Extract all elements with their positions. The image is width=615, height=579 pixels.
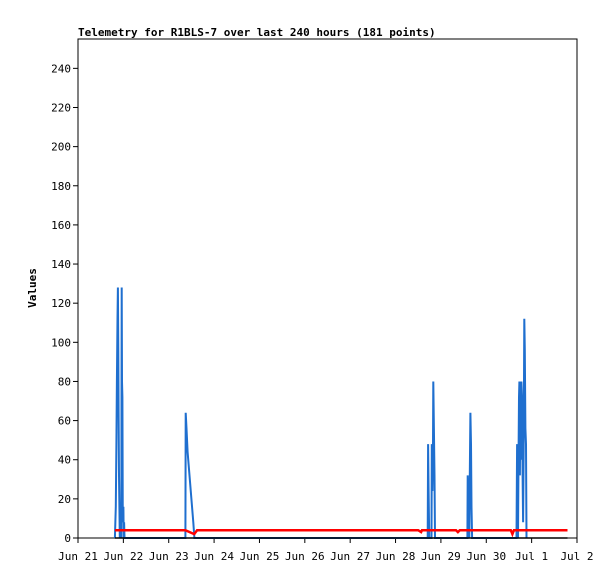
x-tick-label: Jun 30: [466, 550, 506, 563]
y-tick-label: 120: [51, 297, 71, 310]
x-tick-label: Jun 22: [103, 550, 143, 563]
y-axis-label: Values: [26, 268, 39, 308]
y-tick-label: 240: [51, 62, 71, 75]
y-tick-label: 140: [51, 258, 71, 271]
x-tick-label: Jun 28: [376, 550, 416, 563]
x-tick-label: Jun 21: [58, 550, 98, 563]
x-tick-label: Jun 26: [285, 550, 325, 563]
y-tick-label: 220: [51, 101, 71, 114]
x-tick-label: Jun 25: [240, 550, 280, 563]
x-tick-label: Jun 24: [194, 550, 234, 563]
y-tick-label: 160: [51, 219, 71, 232]
x-tick-label: Jun 23: [149, 550, 189, 563]
y-tick-label: 180: [51, 180, 71, 193]
y-tick-label: 100: [51, 336, 71, 349]
y-tick-label: 60: [58, 415, 71, 428]
x-tick-label: Jul 1: [515, 550, 548, 563]
x-axis: Jun 21 Jun 22 Jun 23 Jun 24 Jun 25 Jun 26 Jun …: [58, 538, 594, 563]
plot-area: [77, 38, 578, 539]
series-layer: [113, 287, 568, 539]
y-tick-label: 20: [58, 493, 71, 506]
series-line-1: [114, 528, 568, 538]
y-axis: 0 20 40 60 80 100 120 140 160 180 200 220 240: [51, 62, 78, 545]
y-tick-label: 200: [51, 141, 71, 154]
y-tick-label: 0: [64, 532, 71, 545]
chart-title: Telemetry for R1BLS-7 over last 240 hour…: [78, 26, 436, 39]
y-tick-label: 40: [58, 454, 71, 467]
y-tick-label: 80: [58, 375, 71, 388]
x-tick-label: Jun 29: [421, 550, 461, 563]
series-line-0: [113, 287, 528, 539]
x-tick-label: Jun 27: [330, 550, 370, 563]
x-tick-label: Jul 2: [560, 550, 593, 563]
